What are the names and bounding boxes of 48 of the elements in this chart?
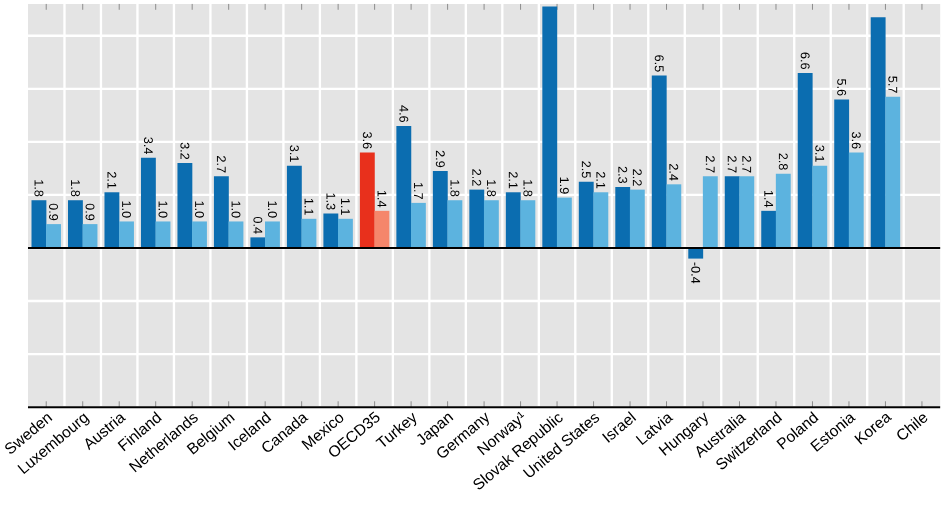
bar bbox=[323, 213, 339, 248]
bar bbox=[629, 189, 645, 248]
bar bbox=[359, 152, 375, 248]
bar bbox=[337, 218, 353, 248]
bar bbox=[593, 191, 609, 248]
bar bbox=[374, 210, 390, 248]
bar bbox=[666, 183, 682, 248]
bar bbox=[615, 186, 631, 248]
bar bbox=[834, 99, 850, 248]
bar bbox=[775, 173, 791, 248]
bar bbox=[82, 223, 98, 248]
bar bbox=[651, 75, 667, 248]
bar bbox=[469, 189, 485, 248]
bar bbox=[797, 72, 813, 248]
bar bbox=[286, 165, 302, 248]
bar bbox=[556, 197, 572, 248]
bar bbox=[724, 176, 740, 248]
bar bbox=[228, 221, 244, 248]
bar bbox=[301, 218, 317, 248]
bar bbox=[104, 191, 120, 248]
bar bbox=[67, 199, 83, 248]
bar bbox=[812, 165, 828, 248]
bar bbox=[870, 16, 886, 248]
bar bbox=[265, 221, 280, 248]
bar bbox=[739, 176, 755, 248]
bar bbox=[578, 181, 594, 248]
bar bbox=[447, 199, 463, 248]
bar bbox=[520, 199, 536, 248]
bar bbox=[177, 162, 193, 248]
bar bbox=[250, 237, 266, 248]
bar bbox=[542, 6, 558, 248]
bar bbox=[192, 221, 207, 248]
bar bbox=[119, 221, 134, 248]
bar bbox=[396, 125, 412, 248]
bar bbox=[848, 152, 864, 248]
bar bbox=[885, 96, 901, 248]
bar bbox=[155, 221, 171, 248]
bar bbox=[432, 170, 448, 248]
bar bbox=[213, 176, 229, 248]
bar bbox=[702, 176, 718, 248]
bar bbox=[688, 247, 704, 259]
bar bbox=[761, 210, 777, 248]
bar bbox=[505, 191, 521, 248]
bar bbox=[140, 157, 156, 248]
bar bbox=[483, 199, 499, 248]
bar bbox=[46, 223, 61, 248]
bar bbox=[410, 202, 426, 248]
bar bbox=[31, 199, 47, 248]
